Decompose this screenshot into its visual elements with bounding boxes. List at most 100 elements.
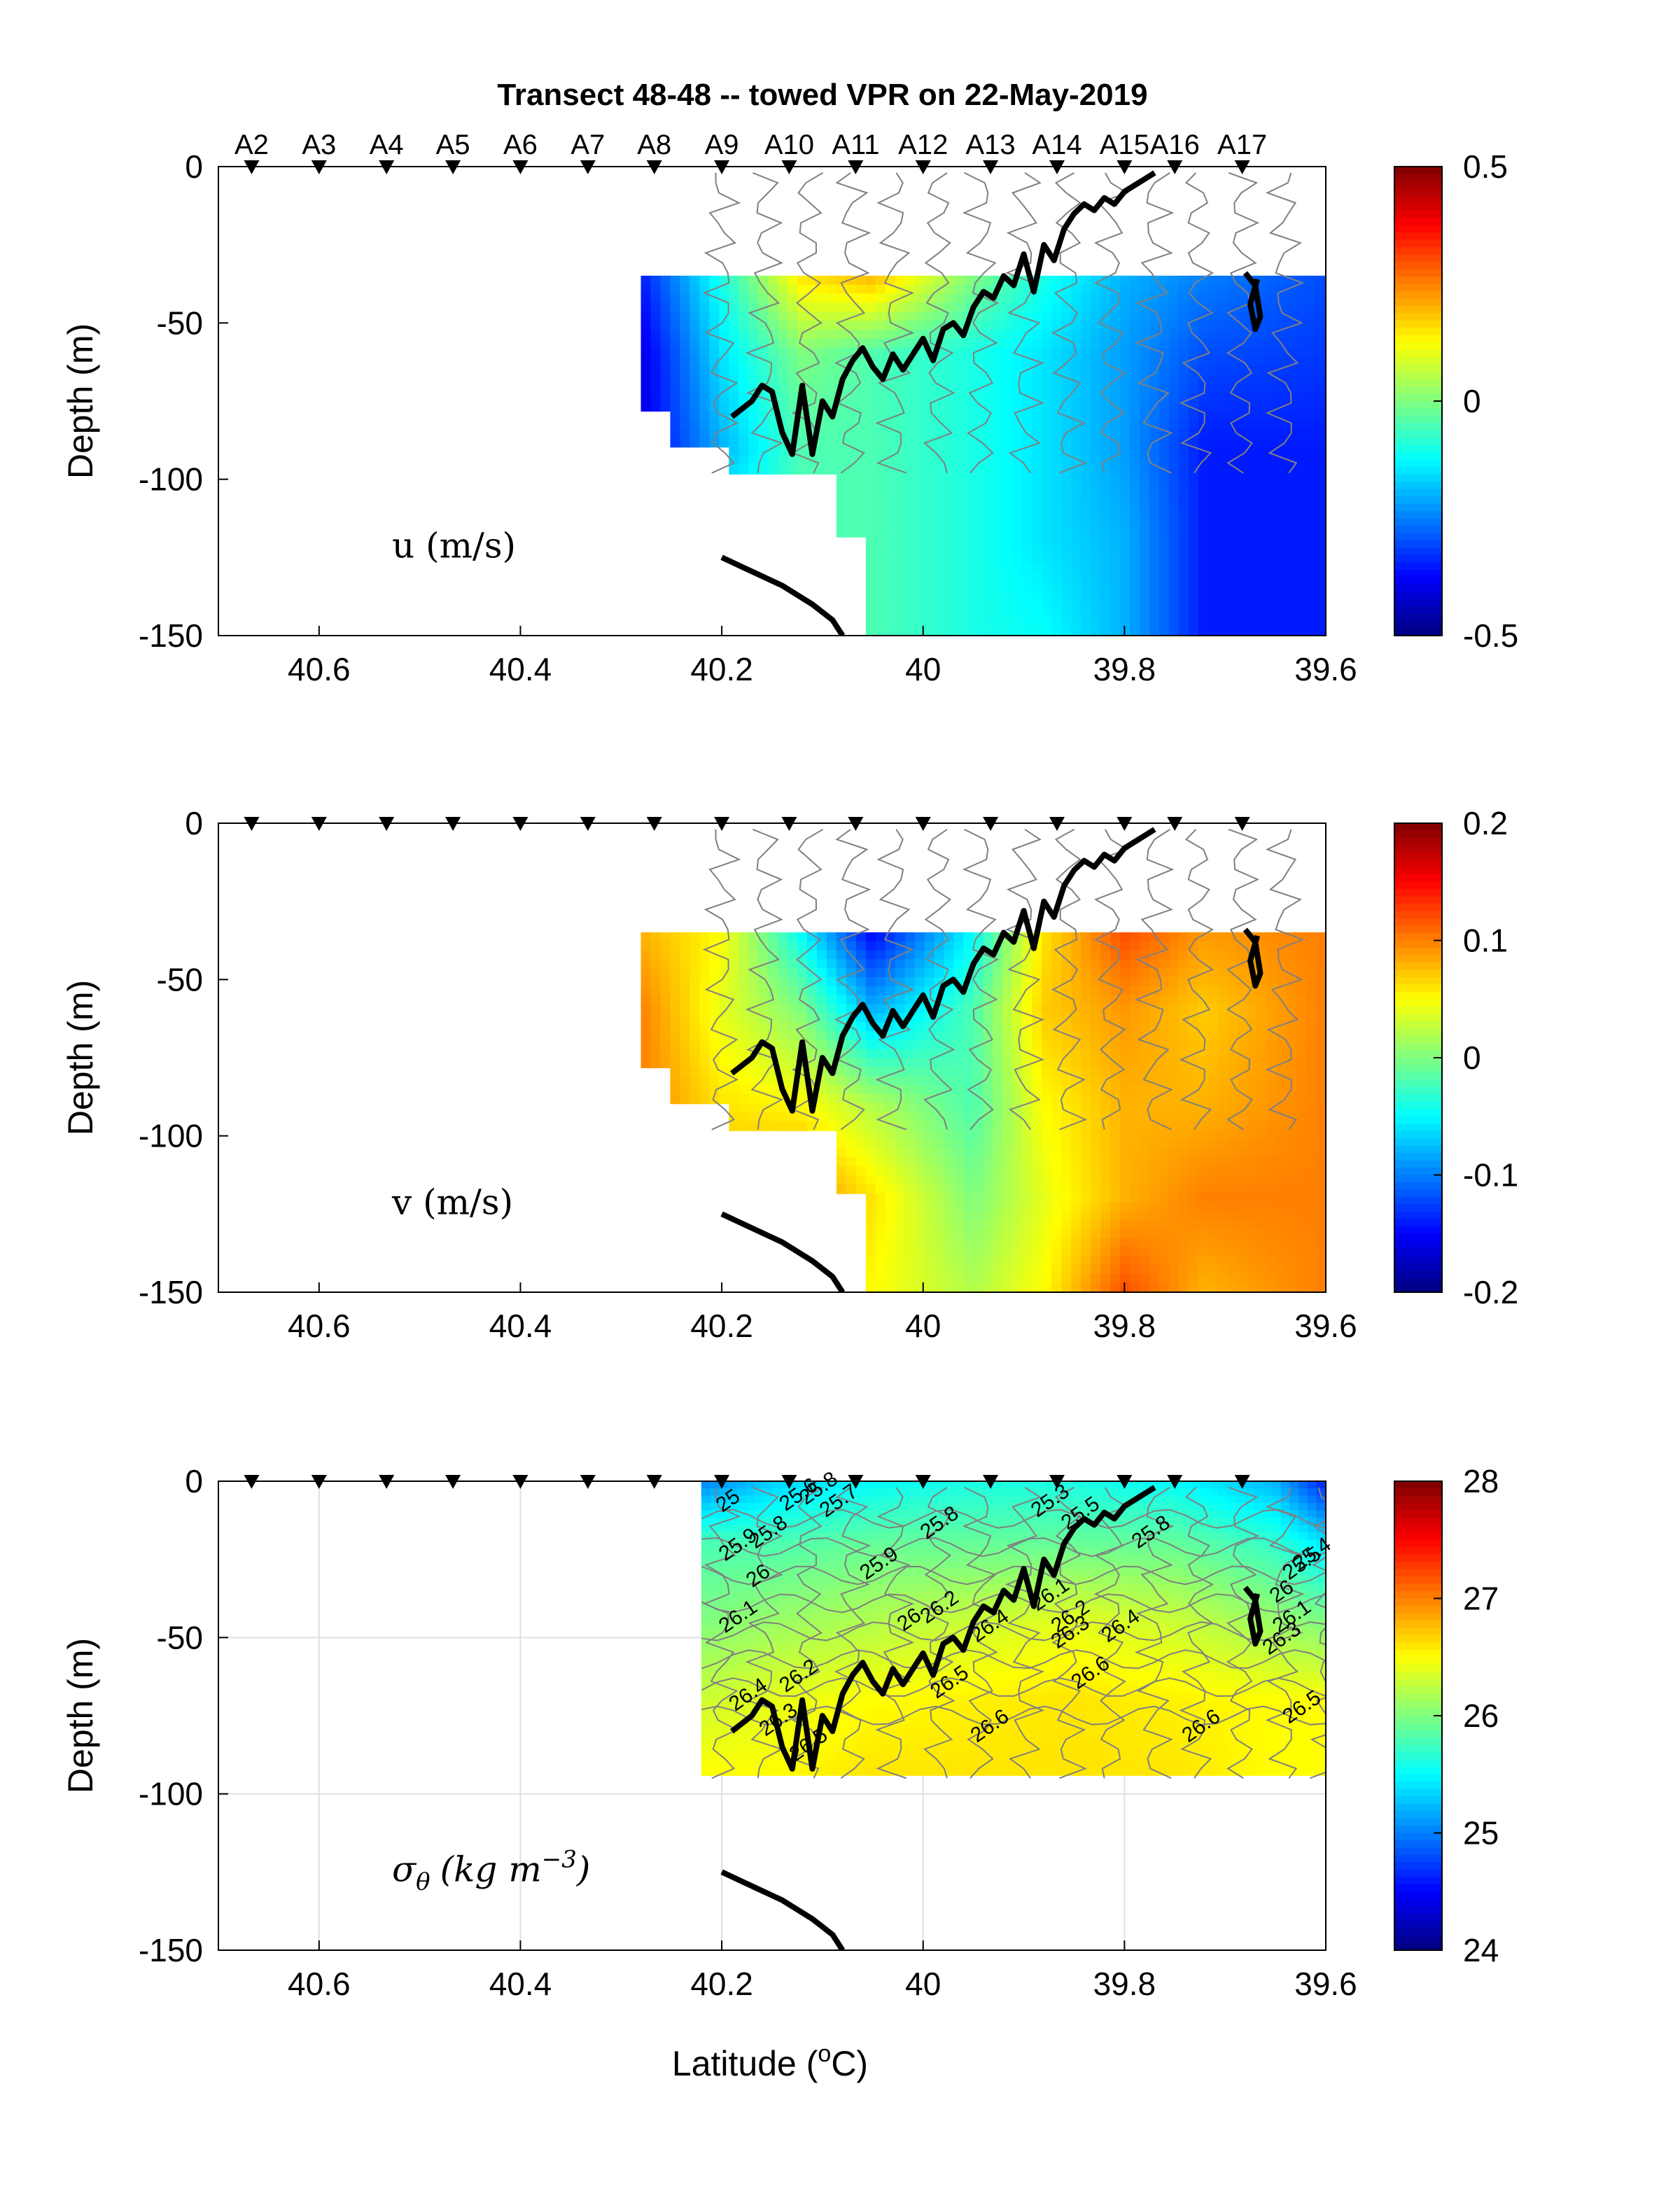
heatmap-cell: [924, 428, 936, 439]
heatmap-cell: [1198, 329, 1210, 340]
heatmap-cell: [1315, 1139, 1326, 1149]
heatmap-cell: [1227, 1273, 1239, 1284]
heatmap-cell: [1002, 473, 1014, 484]
heatmap-cell: [768, 365, 779, 376]
heatmap-cell: [1100, 1093, 1112, 1105]
heatmap-cell: [826, 293, 838, 304]
heatmap-cell: [1276, 599, 1288, 610]
heatmap-cell: [875, 1121, 887, 1131]
heatmap-cell: [1091, 617, 1102, 628]
heatmap-cell: [1266, 527, 1278, 538]
heatmap-cell: [817, 1102, 828, 1114]
heatmap-cell: [1051, 1166, 1063, 1177]
heatmap-cell: [1140, 1256, 1151, 1266]
heatmap-cell: [1198, 527, 1210, 538]
heatmap-cell: [1296, 1202, 1308, 1212]
heatmap-cell: [914, 1130, 926, 1140]
heatmap-cell: [1012, 1166, 1023, 1177]
heatmap-cell: [1081, 518, 1092, 528]
heatmap-cell: [1110, 536, 1121, 547]
heatmap-cell: [865, 293, 877, 304]
colorbar-segment: [1394, 1145, 1442, 1154]
heatmap-cell: [1256, 446, 1268, 457]
heatmap-cell: [699, 383, 710, 394]
heatmap-cell: [670, 275, 681, 286]
heatmap-cell: [953, 968, 965, 979]
heatmap-cell: [846, 392, 858, 403]
heatmap-cell: [1247, 437, 1259, 448]
heatmap-cell: [1149, 1130, 1161, 1140]
heatmap-cell: [1315, 1013, 1326, 1023]
heatmap-cell: [855, 1166, 867, 1177]
heatmap-cell: [1266, 608, 1278, 619]
heatmap-cell: [1158, 455, 1170, 466]
heatmap-cell: [1188, 626, 1200, 636]
heatmap-cell: [836, 941, 848, 952]
heatmap-cell: [1168, 410, 1180, 421]
heatmap-cell: [1168, 1093, 1180, 1105]
heatmap-cell: [1306, 986, 1317, 997]
heatmap-cell: [738, 338, 750, 349]
heatmap-cell: [699, 1085, 710, 1096]
heatmap-cell: [699, 1076, 710, 1086]
heatmap-cell: [914, 518, 926, 528]
heatmap-cell: [1266, 428, 1278, 439]
heatmap-cell: [1237, 1193, 1249, 1203]
heatmap-cell: [1022, 536, 1033, 547]
heatmap-cell: [1276, 473, 1288, 484]
heatmap-cell: [1081, 437, 1092, 448]
heatmap-cell: [1130, 1022, 1141, 1032]
heatmap-cell: [758, 1076, 769, 1086]
heatmap-cell: [953, 518, 965, 528]
heatmap-cell: [983, 1049, 994, 1060]
heatmap-cell: [719, 401, 730, 412]
heatmap-cell: [875, 383, 887, 394]
heatmap-cell: [865, 1139, 877, 1149]
heatmap-cell: [1002, 572, 1014, 582]
heatmap-cell: [1208, 599, 1219, 610]
heatmap-cell: [1306, 1076, 1317, 1086]
heatmap-cell: [1168, 437, 1180, 448]
heatmap-cell: [1140, 455, 1151, 466]
heatmap-cell: [904, 437, 916, 448]
heatmap-cell: [1071, 950, 1082, 960]
heatmap-cell: [1198, 1228, 1210, 1239]
heatmap-cell: [1002, 977, 1014, 988]
heatmap-cell: [1168, 1210, 1180, 1222]
heatmap-cell: [1188, 446, 1200, 457]
heatmap-cell: [670, 932, 681, 943]
heatmap-cell: [1130, 1210, 1141, 1222]
heatmap-cell: [1120, 626, 1131, 636]
heatmap-cell: [1110, 626, 1121, 636]
heatmap-cell: [865, 1040, 877, 1051]
heatmap-cell: [1012, 1022, 1023, 1032]
heatmap-cell: [914, 599, 926, 610]
heatmap-cell: [865, 1219, 877, 1231]
colorbar-segment: [1394, 1086, 1442, 1096]
heatmap-cell: [768, 312, 779, 322]
heatmap-cell: [944, 959, 955, 969]
heatmap-cell: [1091, 392, 1102, 403]
heatmap-cell: [1071, 500, 1082, 511]
y-tick-label: -50: [157, 961, 203, 997]
heatmap-cell: [768, 428, 779, 439]
heatmap-cell: [1188, 590, 1200, 601]
heatmap-cell: [944, 950, 955, 960]
heatmap-cell: [846, 1184, 858, 1194]
heatmap-cell: [944, 590, 955, 601]
heatmap-cell: [973, 1210, 985, 1222]
heatmap-cell: [1091, 1148, 1102, 1158]
heatmap-cell: [1198, 941, 1210, 952]
heatmap-cell: [1091, 1184, 1102, 1194]
heatmap-cell: [1091, 473, 1102, 484]
heatmap-cell: [993, 302, 1004, 313]
heatmap-cell: [1217, 491, 1229, 502]
heatmap-cell: [1051, 1031, 1063, 1042]
heatmap-cell: [748, 338, 760, 349]
heatmap-cell: [1002, 608, 1014, 619]
heatmap-cell: [1256, 1202, 1268, 1212]
heatmap-cell: [1012, 491, 1023, 502]
heatmap-cell: [1158, 1022, 1170, 1032]
heatmap-cell: [865, 437, 877, 448]
heatmap-cell: [1071, 1102, 1082, 1114]
